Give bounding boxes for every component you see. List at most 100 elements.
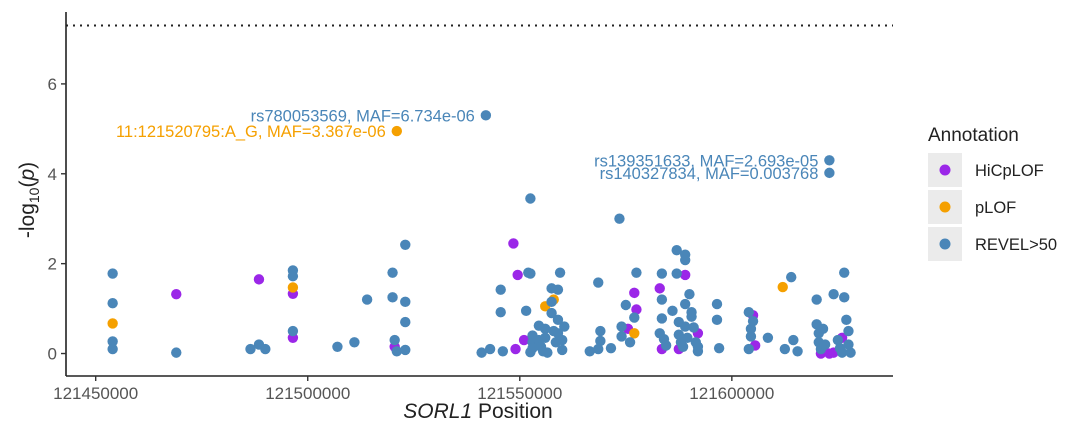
point-revel-50 (845, 347, 856, 358)
x-tick-label: 121600000 (689, 384, 774, 403)
legend-label: HiCpLOF (975, 162, 1044, 180)
point-revel-50 (671, 244, 682, 256)
point-revel-50 (713, 342, 725, 354)
point-revel-50 (107, 298, 118, 309)
point-revel-50 (839, 267, 850, 278)
point-revel-50 (107, 343, 118, 355)
point-hicplof (654, 283, 665, 294)
point-hicplof (510, 343, 521, 355)
point-hicplof (253, 274, 265, 285)
point-revel-50 (546, 296, 557, 308)
point-revel-50 (389, 334, 400, 346)
point-revel-50 (540, 332, 551, 344)
point-revel-50 (841, 314, 852, 326)
point-revel-50 (817, 323, 829, 335)
point-revel-50 (400, 296, 411, 308)
point-revel-50 (667, 305, 678, 317)
point-revel-50 (552, 314, 564, 326)
point-revel-50 (171, 347, 182, 358)
point-revel-50 (349, 337, 360, 348)
point-revel-50 (671, 268, 682, 279)
point-revel-50 (525, 346, 536, 358)
point-revel-50 (107, 336, 118, 347)
point-revel-50 (745, 331, 757, 342)
legend-marker (939, 164, 951, 176)
y-tick-label: 0 (48, 345, 57, 364)
point-revel-50 (679, 254, 691, 266)
point-revel-50 (557, 334, 568, 346)
legend-label: REVEL>50 (975, 236, 1057, 254)
point-revel-50 (747, 315, 759, 327)
point-revel-50 (836, 347, 848, 358)
point-revel-50 (595, 335, 606, 347)
point-hicplof (512, 269, 523, 281)
point-revel-50 (525, 193, 536, 204)
point-revel-50 (245, 343, 256, 355)
point-revel-50 (557, 344, 568, 356)
point-revel-50 (616, 321, 627, 332)
point-revel-50 (686, 311, 697, 322)
point-revel-50 (593, 277, 604, 288)
point-revel-50 (554, 267, 566, 278)
point-revel-50 (495, 284, 506, 295)
legend-label: pLOF (975, 199, 1016, 217)
point-revel-50 (824, 167, 835, 179)
point-revel-50 (692, 346, 704, 357)
point-revel-50 (476, 347, 487, 358)
point-revel-50 (605, 342, 617, 354)
point-hicplof (631, 304, 642, 315)
point-revel-50 (616, 331, 627, 342)
legend: Annotation HiCpLOF pLOF REVEL>50 (928, 125, 1057, 261)
point-plof (287, 282, 299, 293)
legend-marker (939, 238, 951, 250)
y-tick-label: 6 (48, 75, 57, 94)
point-revel-50 (679, 298, 691, 310)
point-revel-50 (792, 346, 803, 357)
point-revel-50 (391, 346, 402, 357)
point-revel-50 (497, 346, 509, 357)
point-revel-50 (711, 298, 723, 310)
point-revel-50 (484, 343, 496, 355)
point-revel-50 (656, 313, 668, 324)
point-revel-50 (839, 292, 850, 303)
point-revel-50 (593, 343, 604, 355)
annotation-label: rs139351633, MAF=2.693e-05 (594, 152, 818, 170)
point-revel-50 (525, 268, 536, 279)
point-revel-50 (660, 340, 672, 351)
y-axis-title: -log10(p) (16, 162, 42, 238)
point-revel-50 (584, 346, 595, 357)
point-revel-50 (387, 292, 398, 303)
point-revel-50 (624, 337, 636, 348)
point-revel-50 (819, 339, 831, 350)
x-axis-title: SORL1 Position (403, 400, 552, 423)
point-revel-50 (260, 343, 271, 355)
point-hicplof (679, 269, 691, 281)
point-revel-50 (843, 339, 854, 350)
point-revel-50 (287, 325, 299, 337)
point-revel-50 (400, 344, 411, 356)
point-revel-50 (684, 289, 695, 300)
point-revel-50 (786, 271, 797, 283)
point-revel-50 (387, 267, 398, 278)
point-revel-50 (679, 321, 691, 332)
point-revel-50 (762, 332, 774, 344)
point-revel-50 (743, 343, 755, 355)
x-tick-label: 121450000 (53, 384, 138, 403)
x-tick-label: 121550000 (477, 384, 562, 403)
y-tick-label: 2 (48, 255, 57, 274)
annotation-label: 11:121520795:A_G, MAF=3.367e-06 (116, 123, 386, 141)
legend-title: Annotation (928, 125, 1019, 146)
point-revel-50 (400, 316, 411, 328)
point-revel-50 (711, 314, 723, 326)
point-revel-50 (779, 343, 791, 355)
annotation-label: rs780053569, MAF=6.734e-06 (251, 107, 475, 125)
point-revel-50 (832, 334, 844, 346)
point-revel-50 (552, 284, 564, 295)
point-revel-50 (682, 332, 693, 344)
y-tick-label: 4 (48, 165, 57, 184)
point-hicplof (508, 238, 519, 249)
point-revel-50 (629, 312, 640, 323)
point-revel-50 (520, 305, 532, 317)
point-revel-50 (287, 271, 299, 282)
point-revel-50 (540, 323, 551, 335)
